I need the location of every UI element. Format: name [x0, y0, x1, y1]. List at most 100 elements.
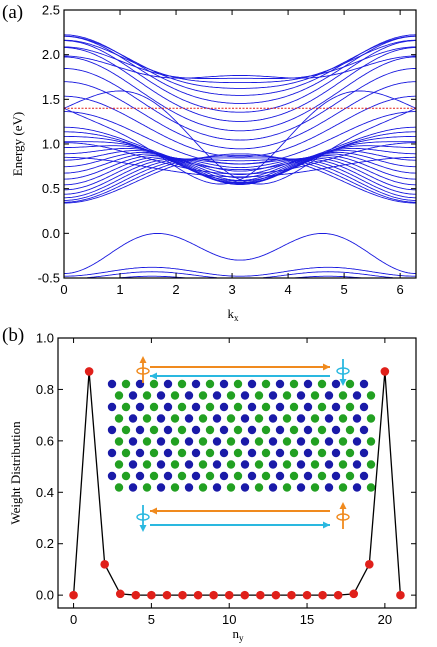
- lattice-atom: [268, 460, 278, 469]
- lattice-atom: [268, 391, 278, 400]
- lattice-atom: [135, 425, 145, 435]
- lattice-atom: [268, 437, 278, 446]
- lattice-atom: [282, 483, 292, 492]
- lattice-atom: [303, 471, 313, 481]
- axis-ticks-a: 0 1 2 3 4 5 6 -0.5 0.0 0.5 1.0 1.5 2.0 2.5: [38, 3, 416, 297]
- lattice-atom: [268, 483, 278, 492]
- data-point: [240, 590, 250, 600]
- lattice-atom: [114, 437, 124, 446]
- upper-band: [64, 47, 416, 122]
- x-axis-title-b-sub: y: [239, 633, 244, 643]
- y-tick-label: 0.8: [36, 382, 54, 397]
- x-tick-label: 3: [228, 282, 235, 297]
- lattice-atom: [352, 483, 362, 492]
- lattice-atom: [163, 425, 173, 435]
- lattice-atom: [163, 402, 173, 412]
- lattice-atom: [149, 448, 159, 458]
- lattice-atom: [226, 437, 236, 446]
- lattice-atom: [282, 437, 292, 446]
- lattice-atom: [324, 391, 334, 400]
- lower-band: [64, 266, 416, 277]
- data-point: [349, 589, 359, 599]
- lattice-atom: [212, 414, 222, 423]
- lattice-atom: [296, 483, 306, 492]
- lattice-atom: [289, 471, 299, 481]
- lower-band: [64, 232, 416, 274]
- lattice-atom: [303, 448, 313, 458]
- middle-band: [64, 153, 416, 179]
- lattice-atom: [338, 483, 348, 492]
- middle-band: [64, 154, 416, 180]
- lattice-atom: [296, 460, 306, 469]
- lattice-atom: [268, 414, 278, 423]
- lattice-atom: [352, 460, 362, 469]
- lattice-atom: [303, 425, 313, 435]
- data-point: [224, 590, 234, 600]
- weight-line: [72, 371, 402, 596]
- data-point: [209, 590, 218, 600]
- lattice-atom: [191, 448, 201, 458]
- middle-band: [64, 145, 416, 185]
- lattice-atom: [352, 414, 362, 423]
- spin-down-icon: [336, 359, 350, 386]
- upper-band: [64, 46, 416, 79]
- middle-band: [64, 151, 416, 181]
- lattice-atom: [282, 391, 292, 400]
- middle-band: [64, 158, 416, 195]
- lattice-atom: [275, 471, 285, 481]
- weight-markers: [69, 367, 405, 600]
- data-point: [115, 589, 125, 599]
- lattice-atom: [275, 425, 285, 435]
- lattice-atom: [212, 391, 222, 400]
- lattice-atom: [359, 425, 369, 435]
- data-point: [287, 590, 296, 600]
- lattice-atom: [324, 460, 334, 469]
- x-tick-label: 0: [60, 282, 67, 297]
- lattice-atom: [240, 460, 250, 469]
- x-axis-title-a-sub: x: [234, 313, 239, 323]
- lattice-atom: [191, 402, 201, 412]
- data-point: [69, 590, 78, 600]
- x-tick-label: 2: [172, 282, 179, 297]
- lattice-atom: [135, 471, 145, 481]
- lattice-atom: [205, 471, 215, 481]
- lattice-atom: [233, 402, 243, 412]
- y-tick-label: 1.0: [36, 331, 54, 346]
- upper-band: [64, 95, 416, 158]
- lattice-atom: [107, 471, 117, 481]
- lattice-inset: [107, 356, 376, 532]
- lattice-atom: [177, 448, 187, 458]
- lattice-atom: [261, 402, 271, 412]
- lattice-atom: [226, 391, 236, 400]
- lattice-atom: [142, 414, 152, 423]
- middle-band: [64, 150, 416, 183]
- edge-arrow-top-right-head: [323, 363, 330, 371]
- lattice-atom: [345, 425, 355, 435]
- upper-band: [64, 81, 416, 150]
- upper-band: [64, 126, 416, 171]
- x-tick-label: 15: [300, 612, 314, 627]
- lattice-atom: [331, 379, 341, 389]
- lattice-atom: [142, 483, 152, 492]
- lattice-atom: [128, 437, 138, 446]
- lattice-atom: [114, 391, 124, 400]
- lattice-atom: [184, 391, 194, 400]
- panel-label-b: (b): [2, 325, 25, 346]
- y-tick-label: 0.0: [36, 588, 54, 603]
- edge-arrow-bottom-right-head: [323, 521, 330, 529]
- lattice-atom: [163, 448, 173, 458]
- lattice-atom: [219, 448, 229, 458]
- lattice-atom: [212, 437, 222, 446]
- lattice-atom: [275, 448, 285, 458]
- lower-band: [112, 275, 368, 278]
- y-tick-label: 0.0: [42, 226, 60, 241]
- lattice-atom: [240, 483, 250, 492]
- lattice-atom: [317, 379, 327, 389]
- lattice-atom: [177, 425, 187, 435]
- lattice-atom: [359, 402, 369, 412]
- lattice-atom: [205, 402, 215, 412]
- panel-b-weight-distribution: 0 5 10 15 20 0.0 0.2 0.4 0.6 0.8 1.0 Weight Distri…: [8, 331, 417, 643]
- lattice-atom: [121, 471, 131, 481]
- plot-frame-a: [63, 9, 417, 279]
- lattice-atom: [240, 391, 250, 400]
